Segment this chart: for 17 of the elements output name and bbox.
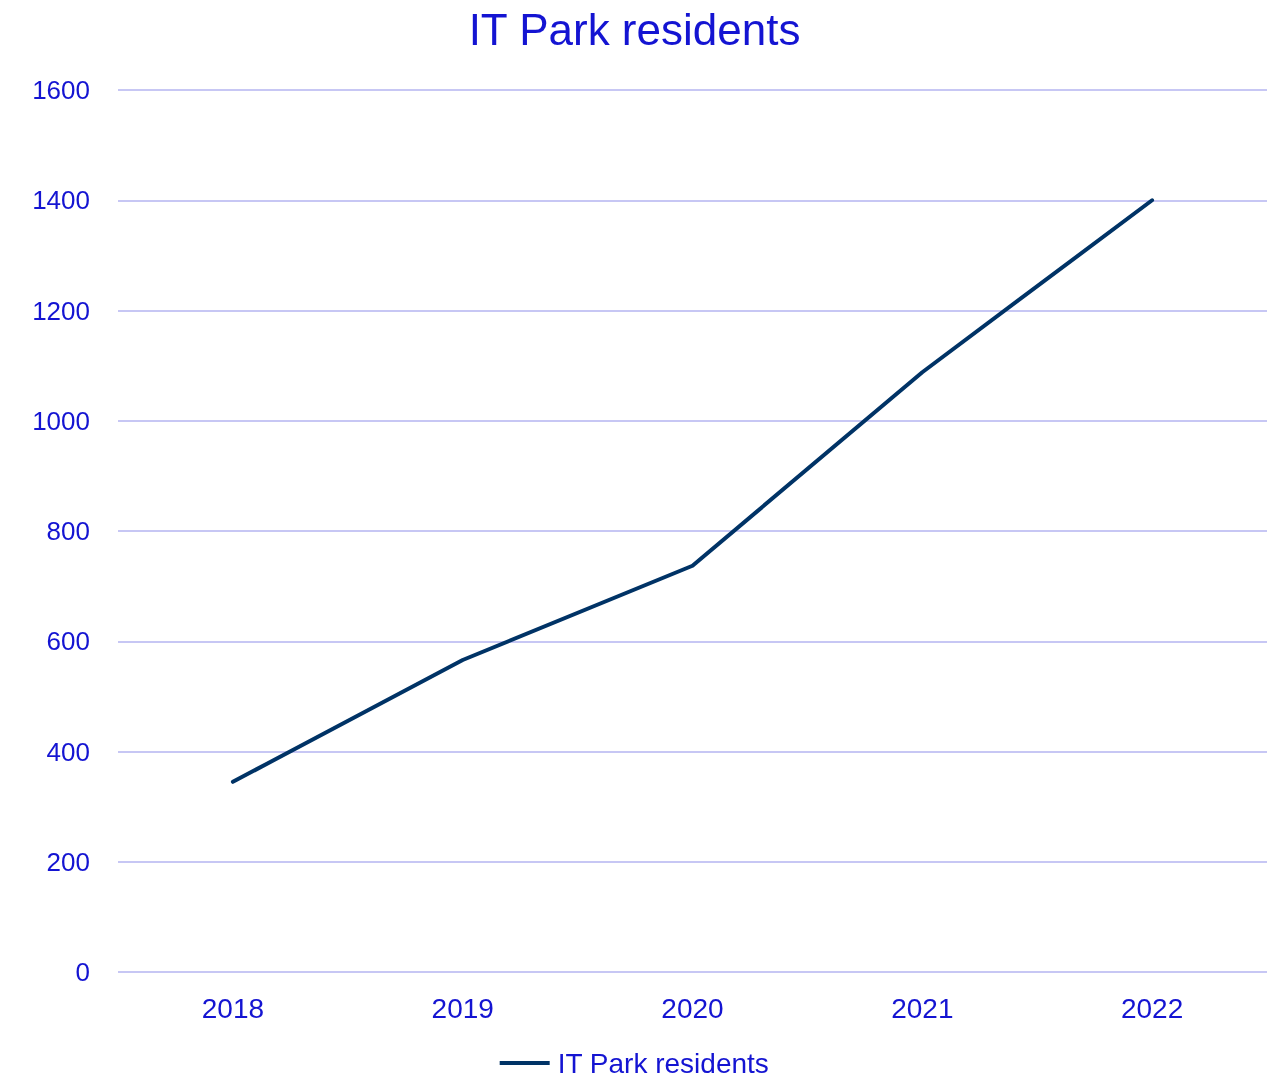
y-tick-label: 0: [75, 957, 90, 987]
y-tick-label: 1600: [32, 75, 90, 105]
x-tick-label: 2021: [891, 992, 954, 1024]
y-tick-label: 600: [46, 626, 90, 657]
x-tick-label: 2019: [431, 992, 494, 1024]
legend-label: IT Park residents: [557, 1047, 769, 1079]
y-tick-label: 1000: [32, 405, 90, 436]
x-tick-label: 2022: [1120, 992, 1184, 1024]
x-tick-label: 2020: [661, 992, 724, 1024]
y-tick-label: 800: [46, 516, 90, 546]
x-tick-label: 2018: [201, 992, 265, 1024]
y-tick-label: 400: [46, 736, 90, 767]
y-tick-label: 1400: [32, 185, 90, 216]
chart-title: IT Park residents: [468, 4, 801, 54]
y-tick-label: 200: [46, 846, 90, 877]
y-tick-label: 1200: [32, 295, 90, 326]
line-series: [230, 198, 1155, 784]
